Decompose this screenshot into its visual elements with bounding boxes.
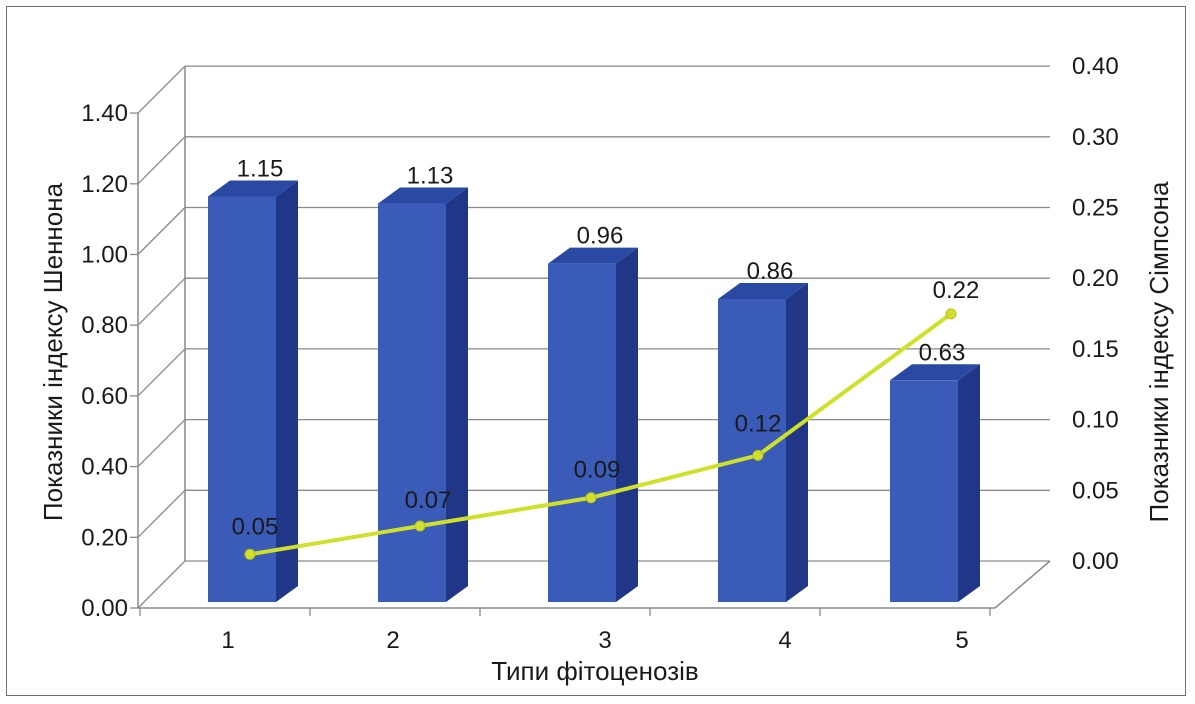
line-data-label: 0.09 xyxy=(574,457,621,484)
line-point xyxy=(414,520,426,532)
bar xyxy=(208,196,276,602)
x-tick-label: 1 xyxy=(221,627,234,654)
line-point xyxy=(945,308,957,320)
axes: 0.00 0.20 0.40 0.60 0.80 1.00 1.20 1.40 0.00 0.05… xyxy=(81,53,1118,654)
line-data-label: 0.05 xyxy=(232,513,279,540)
x-tick-label: 5 xyxy=(955,627,968,654)
bar xyxy=(718,298,786,602)
bar-data-label: 1.13 xyxy=(407,163,454,190)
y-right-tick-label: 0.40 xyxy=(1072,53,1119,80)
bar-data-label: 1.15 xyxy=(237,155,284,182)
bar-top xyxy=(718,282,808,299)
gridline-diagonal xyxy=(137,348,186,397)
bar-top xyxy=(378,187,468,204)
bar-side xyxy=(958,364,980,602)
x-tick-label: 2 xyxy=(386,627,399,654)
data-labels: 1.15 1.13 0.96 0.86 0.63 0.05 0.07 0.09 0.12 0.22 xyxy=(232,155,980,540)
bar-data-label: 0.96 xyxy=(577,223,624,250)
gridline-diagonal xyxy=(137,489,186,538)
y-left-tick-label: 0.20 xyxy=(81,524,128,551)
bar xyxy=(890,380,958,602)
gridline-diagonal xyxy=(137,560,186,609)
y-left-tick-label: 0.00 xyxy=(81,595,128,622)
bar-top xyxy=(890,364,980,381)
y-left-tick-label: 0.80 xyxy=(81,312,128,339)
chart-walls xyxy=(137,66,1051,609)
line-data-label: 0.07 xyxy=(405,487,452,514)
bar-side xyxy=(446,187,468,603)
x-tick-label: 3 xyxy=(598,627,611,654)
simpson-line xyxy=(244,308,957,560)
y-right-tick-label: 0.20 xyxy=(1072,265,1119,292)
gridline-diagonal xyxy=(137,277,186,326)
bar-side xyxy=(786,282,808,602)
y-right-tick-label: 0.25 xyxy=(1072,195,1119,222)
y-right-tick-label: 0.05 xyxy=(1072,477,1119,504)
y-left-tick-label: 1.20 xyxy=(81,171,128,198)
y-right-tick-label: 0.10 xyxy=(1072,407,1119,434)
bar-side xyxy=(616,247,638,602)
gridline-diagonal xyxy=(137,65,186,114)
gridline-diagonal xyxy=(137,207,186,255)
y-left-tick-label: 1.00 xyxy=(81,242,128,269)
bar xyxy=(378,203,446,603)
floor-right-edge xyxy=(994,560,1051,609)
y-right-tick-label: 0.30 xyxy=(1072,124,1119,151)
y-axis-right-label: Показники індексу Сімпсона xyxy=(1144,181,1174,522)
line-point xyxy=(585,492,597,504)
line-point xyxy=(244,548,256,560)
bars xyxy=(208,180,980,603)
gridline-diagonal xyxy=(137,419,186,468)
y-left-tick-label: 0.60 xyxy=(81,383,128,410)
line-point xyxy=(752,449,764,461)
y-right-tick-label: 0.00 xyxy=(1072,548,1119,575)
bar-data-label: 0.63 xyxy=(919,339,966,366)
y-left-tick-label: 1.40 xyxy=(81,100,128,127)
bar-top xyxy=(208,180,298,197)
line-data-label: 0.12 xyxy=(735,410,782,437)
line-data-label: 0.22 xyxy=(933,277,980,304)
y-left-tick-label: 0.40 xyxy=(81,454,128,481)
y-right-tick-label: 0.15 xyxy=(1072,336,1119,363)
bar-top xyxy=(548,247,638,264)
bar-data-label: 0.86 xyxy=(747,258,794,285)
y-axis-left-label: Показники індексу Шеннона xyxy=(38,182,68,521)
bar xyxy=(548,263,616,602)
bar-side xyxy=(276,180,298,602)
x-axis-label: Типи фітоценозів xyxy=(491,656,698,686)
gridline-diagonal xyxy=(137,136,186,185)
x-tick-label: 4 xyxy=(778,627,791,654)
